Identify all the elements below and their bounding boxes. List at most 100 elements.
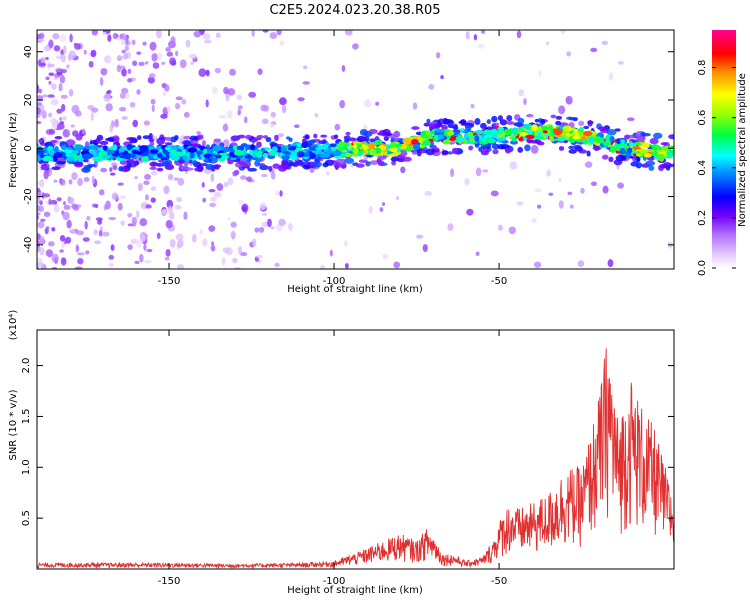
heatmap-cell xyxy=(37,191,42,198)
heatmap-cell xyxy=(124,45,130,52)
heatmap-cell xyxy=(345,135,351,140)
heatmap-cell xyxy=(509,161,518,170)
heatmap-cell xyxy=(121,49,127,54)
heatmap-cell xyxy=(83,165,90,171)
heatmap-cell xyxy=(297,97,305,102)
heatmap-cell xyxy=(163,185,170,195)
heatmap-cell xyxy=(39,235,45,244)
heatmap-cell xyxy=(170,36,176,45)
heatmap-cell xyxy=(352,43,359,50)
heatmap-cell xyxy=(558,146,565,151)
heatmap-cell xyxy=(77,177,83,187)
heatmap-cell xyxy=(50,98,59,106)
heatmap-cell xyxy=(441,124,448,131)
heatmap-cell xyxy=(652,132,663,139)
heatmap-cell xyxy=(82,153,92,160)
heatmap-cell xyxy=(584,161,593,168)
heatmap-cell xyxy=(379,207,384,212)
heatmap-cell xyxy=(52,33,60,40)
heatmap-cell xyxy=(141,155,149,163)
heatmap-cell xyxy=(606,128,617,136)
heatmap-cell xyxy=(210,245,216,252)
heatmap-cell xyxy=(477,44,485,49)
heatmap-cell xyxy=(126,163,132,168)
heatmap-cell xyxy=(523,98,527,106)
heatmap-cell xyxy=(91,107,99,113)
heatmap-cell xyxy=(389,142,396,147)
heatmap-cell xyxy=(271,146,278,152)
heatmap-cell xyxy=(270,111,277,118)
heatmap-cell xyxy=(302,164,311,170)
heatmap-cell xyxy=(222,123,229,132)
heatmap-cell xyxy=(290,151,299,158)
heatmap-cell xyxy=(492,149,499,155)
heatmap-cell xyxy=(626,117,635,122)
heatmap-cell xyxy=(121,68,127,77)
heatmap-cell xyxy=(44,157,49,161)
heatmap-cell xyxy=(60,69,67,74)
heatmap-cell xyxy=(267,154,276,159)
heatmap-cell xyxy=(102,31,107,36)
heatmap-cell xyxy=(307,139,317,144)
heatmap-cell xyxy=(393,130,401,138)
heatmap-cell xyxy=(230,230,236,239)
heatmap-cell xyxy=(614,128,621,132)
heatmap-cells xyxy=(37,30,674,269)
heatmap-cell xyxy=(48,80,52,85)
heatmap-cell xyxy=(553,128,563,136)
heatmap-cell xyxy=(106,89,112,94)
heatmap-cell xyxy=(169,57,177,66)
heatmap-cell xyxy=(410,138,419,146)
heatmap-cell xyxy=(567,127,573,132)
heatmap-cell xyxy=(590,181,597,187)
heatmap-cell xyxy=(390,157,399,162)
heatmap-cell xyxy=(227,160,234,165)
heatmap-cell xyxy=(38,33,45,39)
heatmap-cell xyxy=(645,160,656,166)
heatmap-cell xyxy=(377,155,387,160)
heatmap-cell xyxy=(517,146,524,153)
heatmap-cell xyxy=(51,166,61,171)
heatmap-cell xyxy=(586,150,591,157)
heatmap-cell xyxy=(331,150,342,157)
heatmap-cell xyxy=(50,118,58,125)
heatmap-cell xyxy=(99,226,103,231)
heatmap-cell xyxy=(536,141,545,146)
heatmap-cell xyxy=(416,234,424,239)
heatmap-cell xyxy=(209,202,217,208)
heatmap-cell xyxy=(486,119,491,125)
heatmap-cell xyxy=(136,51,142,55)
heatmap-cell xyxy=(71,203,78,210)
heatmap-cell xyxy=(66,64,70,69)
heatmap-cell xyxy=(504,147,512,154)
heatmap-cell xyxy=(205,99,209,108)
heatmap-cell xyxy=(481,138,486,143)
heatmap-cell xyxy=(108,216,117,221)
heatmap-cell xyxy=(247,167,258,172)
heatmap-cell xyxy=(569,204,574,209)
heatmap-cell xyxy=(302,65,308,70)
heatmap-cell xyxy=(85,250,90,255)
heatmap-cell xyxy=(304,134,310,140)
heatmap-cell xyxy=(241,203,249,213)
heatmap-cell xyxy=(383,136,389,142)
heatmap-cell xyxy=(446,130,455,136)
heatmap-cell xyxy=(214,154,222,159)
heatmap-cell xyxy=(250,144,256,151)
heatmap-cell xyxy=(208,225,216,232)
heatmap-cell xyxy=(59,179,66,186)
heatmap-cell xyxy=(168,205,172,211)
heatmap-cell xyxy=(359,128,368,136)
heatmap-cell xyxy=(435,129,445,133)
heatmap-cell xyxy=(93,240,102,245)
heatmap-cell xyxy=(77,252,85,256)
heatmap-cell xyxy=(37,121,42,125)
heatmap-cell xyxy=(83,177,90,182)
heatmap-cell xyxy=(411,150,418,155)
heatmap-cell xyxy=(531,124,538,131)
heatmap-cell xyxy=(341,64,346,72)
heatmap-cell xyxy=(227,88,236,96)
colorbar: 0.0 0.2 0.4 0.6 0.8 Normalized spectral ampl… xyxy=(697,30,748,276)
heatmap-cell xyxy=(560,30,566,35)
heatmap-cell xyxy=(462,139,468,145)
